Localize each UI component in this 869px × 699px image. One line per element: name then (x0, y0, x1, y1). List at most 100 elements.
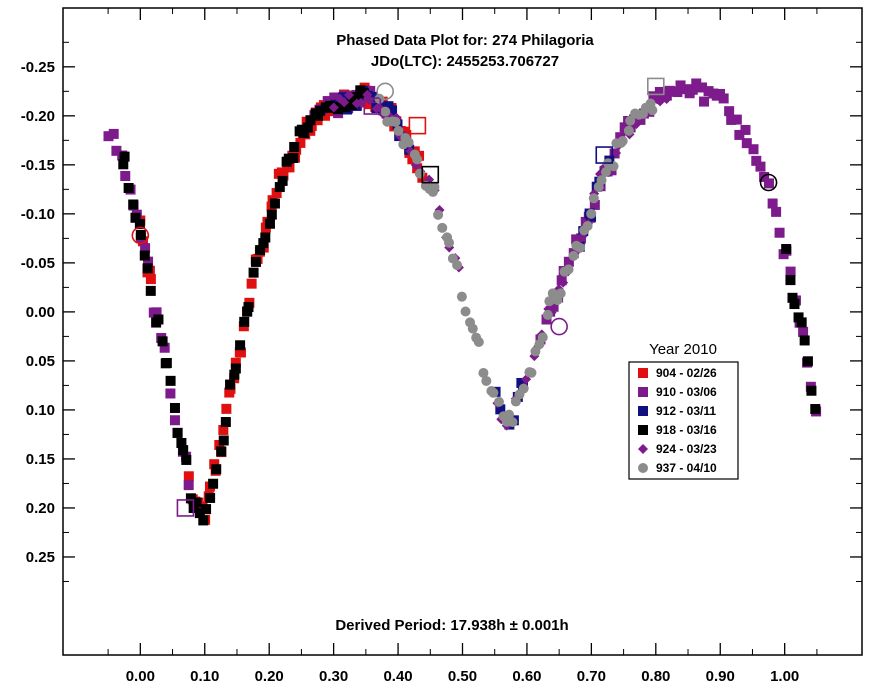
chart-subtitle: JDo(LTC): 2455253.706727 (371, 53, 559, 70)
data-point (305, 115, 316, 126)
data-point (672, 87, 683, 98)
legend-box (628, 361, 739, 480)
data-point (243, 302, 254, 313)
x-tick-label: 0.50 (448, 668, 477, 685)
data-point (209, 459, 220, 470)
data-point (403, 137, 414, 148)
data-point (555, 288, 566, 299)
data-point (135, 229, 146, 240)
data-point (145, 285, 156, 296)
y-tick-label: -0.15 (21, 157, 55, 174)
data-point (691, 78, 702, 89)
data-point (741, 138, 752, 149)
highlight-marker (550, 317, 568, 336)
data-point (734, 129, 745, 140)
data-point (390, 116, 401, 127)
data-point (145, 274, 156, 285)
data-point (504, 409, 515, 420)
data-point (269, 198, 280, 209)
data-point (198, 515, 209, 526)
data-point (724, 106, 735, 117)
x-tick-label: 0.90 (706, 668, 735, 685)
data-point (260, 232, 271, 243)
data-point (380, 106, 391, 117)
y-tick-label: -0.25 (21, 59, 55, 76)
data-point (218, 424, 229, 435)
legend-marker (638, 425, 648, 435)
data-point (120, 170, 131, 181)
data-point (806, 385, 817, 396)
data-point (151, 307, 162, 318)
x-tick-label: 0.70 (577, 668, 606, 685)
data-point (452, 260, 463, 271)
data-point (299, 128, 310, 139)
data-point (748, 144, 759, 155)
data-point (277, 175, 288, 186)
data-point (181, 454, 192, 465)
data-point (183, 480, 194, 491)
data-point (785, 266, 796, 277)
data-point (799, 335, 810, 346)
data-point (178, 445, 189, 456)
data-point (271, 188, 282, 199)
data-point (623, 125, 634, 136)
x-tick-label: 1.00 (770, 668, 799, 685)
data-point (289, 141, 300, 152)
data-point (617, 136, 628, 147)
data-point (108, 128, 119, 139)
data-point (718, 93, 729, 104)
data-point (789, 299, 800, 310)
data-point (699, 96, 710, 107)
data-point (387, 105, 398, 116)
data-point (473, 336, 484, 347)
data-point (771, 206, 782, 217)
data-point (802, 356, 813, 367)
data-point (675, 80, 686, 91)
data-point (495, 404, 506, 415)
legend-label: 910 - 03/06 (656, 385, 717, 399)
legend-marker (638, 406, 648, 416)
data-point (205, 492, 216, 503)
data-point (278, 170, 289, 181)
data-point (582, 220, 593, 231)
data-point (172, 427, 183, 438)
data-point (731, 114, 742, 125)
data-point (139, 250, 150, 261)
data-point (810, 404, 821, 415)
data-point (740, 124, 751, 135)
data-point (787, 292, 798, 303)
highlight-marker (759, 173, 778, 192)
data-point (153, 314, 164, 325)
data-point (220, 417, 231, 428)
legend-label: 937 - 04/10 (656, 461, 717, 475)
data-point (229, 369, 240, 380)
data-point (130, 212, 141, 223)
x-tick-label: 0.10 (190, 668, 219, 685)
data-point (248, 267, 259, 278)
data-point (111, 145, 122, 156)
data-point (393, 125, 404, 136)
data-point (796, 317, 807, 328)
legend-label: 912 - 03/11 (656, 404, 716, 418)
data-point (208, 478, 219, 489)
data-point (118, 159, 129, 170)
data-point (661, 93, 672, 104)
data-point (239, 316, 250, 327)
data-point (302, 122, 313, 133)
data-point (123, 182, 134, 193)
data-point (478, 367, 489, 378)
data-point (159, 342, 170, 353)
data-point (325, 100, 336, 111)
data-point (201, 504, 212, 515)
data-point (493, 396, 504, 407)
highlight-marker (376, 82, 394, 101)
x-tick-label: 0.00 (126, 668, 155, 685)
data-point (230, 357, 241, 368)
data-point (176, 437, 187, 448)
x-tick-label: 0.60 (512, 668, 541, 685)
data-point (793, 312, 804, 323)
data-point (250, 256, 261, 267)
data-point (467, 323, 478, 334)
highlight-marker (408, 116, 427, 135)
axis-ticks (63, 8, 862, 655)
